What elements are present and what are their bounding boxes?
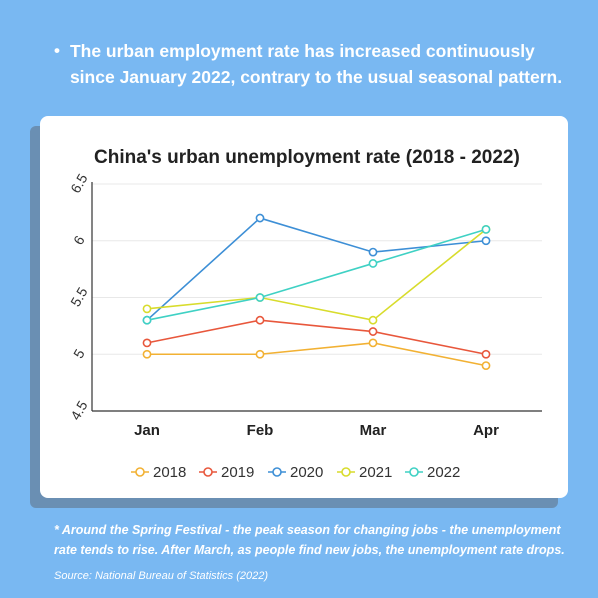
y-tick-label: 5.5 [67, 284, 91, 309]
legend-marker-2020 [272, 467, 282, 477]
legend-marker-2021 [341, 467, 351, 477]
series-line-2018 [147, 342, 487, 367]
legend-marker-2022 [409, 467, 419, 477]
x-tick-label: Jan [134, 422, 160, 439]
series-line-2019 [146, 319, 487, 356]
headline: • The urban employment rate has increase… [54, 38, 574, 90]
data-point-2019 [481, 349, 491, 359]
headline-text: The urban employment rate has increased … [69, 41, 563, 87]
legend-label-2020: 2020 [290, 464, 323, 481]
series-line-2022 [146, 228, 487, 321]
x-tick-label: Mar [360, 422, 387, 439]
line-chart: 4.5 5 5.5 6 6.5 Jan Feb Mar Apr 2018 2019 2020 2021 2… [67, 171, 542, 481]
legend-marker-2018 [135, 467, 145, 477]
data-point-2021 [368, 315, 378, 325]
data-point-2022 [142, 315, 152, 325]
data-point-2019 [255, 315, 265, 325]
legend-label-2021: 2021 [359, 464, 392, 481]
chart-title: China's urban unemployment rate (2018 - … [94, 147, 520, 168]
data-point-2018 [142, 349, 152, 359]
y-tick-label: 5 [70, 346, 88, 361]
data-point-2020 [255, 213, 265, 223]
data-point-2020 [368, 247, 378, 257]
data-point-2022 [481, 225, 491, 234]
y-tick-label: 4.5 [67, 398, 91, 423]
x-tick-label: Apr [473, 422, 499, 439]
y-tick-label: 6 [70, 233, 88, 248]
data-point-2018 [481, 361, 491, 370]
headline-bullet: • [54, 41, 60, 60]
series-line-2020 [146, 217, 487, 321]
legend-label-2019: 2019 [221, 464, 254, 481]
data-point-2018 [368, 338, 378, 348]
data-point-2022 [368, 259, 378, 268]
legend-label-2018: 2018 [153, 464, 186, 481]
data-point-2019 [142, 338, 152, 348]
data-point-2020 [481, 236, 491, 246]
legend-marker-2019 [203, 467, 213, 477]
data-point-2022 [255, 293, 265, 302]
chart-card: China's urban unemployment rate (2018 - … [40, 116, 568, 498]
y-tick-label: 6.5 [67, 171, 91, 196]
footnote: * Around the Spring Festival - the peak … [54, 523, 565, 557]
series-line-2021 [146, 228, 487, 322]
data-point-2019 [368, 327, 378, 336]
data-point-2021 [142, 304, 152, 314]
legend-label-2022: 2022 [427, 464, 460, 481]
x-tick-label: Feb [247, 422, 274, 439]
source-note: Source: National Bureau of Statistics (2… [54, 570, 269, 582]
data-point-2018 [255, 349, 265, 359]
